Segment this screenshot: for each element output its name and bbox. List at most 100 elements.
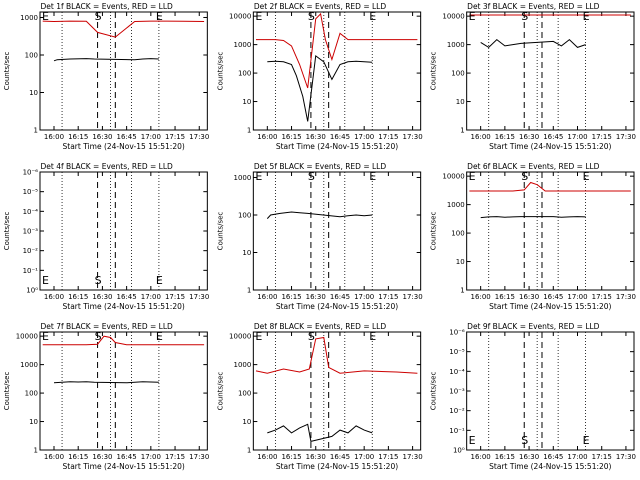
panel-8: Det 8f BLACK = Events, RED = LLD 16:00 16:… — [216, 322, 422, 471]
panel-title: Det 9f BLACK = Events, RED = LLD — [467, 322, 600, 331]
y-tick-label: 100 — [238, 211, 251, 219]
x-tick-label: 16:30 — [519, 293, 539, 301]
y-tick-label: 1 — [460, 127, 464, 135]
panel-title: Det 8f BLACK = Events, RED = LLD — [254, 322, 387, 331]
y-tick-label: 10 — [29, 418, 38, 426]
x-tick-label: 16:30 — [306, 453, 326, 461]
y-axis-label: Counts/sec — [216, 52, 224, 91]
y-tick-label: 10⁻⁶ — [23, 169, 39, 177]
y-tick-label: 1000 — [234, 174, 252, 182]
x-tick-label: 16:00 — [257, 453, 277, 461]
y-axis-label: Counts/sec — [430, 52, 438, 91]
panel-title: Det 4f BLACK = Events, RED = LLD — [41, 162, 174, 171]
x-tick-label: 17:15 — [592, 133, 612, 141]
x-tick-label: 16:30 — [92, 453, 112, 461]
x-tick-label: 17:00 — [567, 293, 587, 301]
red-series-line — [42, 335, 205, 346]
x-tick-label: 17:15 — [165, 293, 185, 301]
x-tick-label: 17:30 — [189, 293, 209, 301]
annotation-e: E — [369, 170, 376, 183]
x-tick-label: 16:15 — [68, 293, 88, 301]
x-tick-label: 16:45 — [330, 293, 350, 301]
y-tick-label: 10⁻⁵ — [449, 348, 465, 356]
y-tick-label: 100 — [451, 70, 464, 78]
x-tick-label: 17:15 — [378, 293, 398, 301]
x-tick-label: 16:30 — [306, 293, 326, 301]
annotation-s: S — [308, 170, 315, 183]
y-tick-label: 10 — [242, 98, 251, 106]
black-series-line — [480, 38, 586, 49]
y-tick-label: 1000 — [20, 14, 38, 22]
y-tick-label: 10⁻³ — [449, 388, 465, 396]
annotation-e: E — [156, 330, 163, 343]
x-tick-label: 16:30 — [519, 133, 539, 141]
y-tick-label: 10 — [456, 98, 465, 106]
panel-7: Det 7f BLACK = Events, RED = LLD 16:00 16:… — [3, 322, 209, 471]
panel-2: Det 2f BLACK = Events, RED = LLD 16:00 16:… — [216, 2, 422, 151]
x-tick-label: 16:30 — [92, 133, 112, 141]
x-tick-label: 17:30 — [616, 453, 636, 461]
red-series-line — [469, 181, 631, 192]
plot-frame — [466, 171, 635, 291]
panel-title: Det 5f BLACK = Events, RED = LLD — [254, 162, 387, 171]
x-tick-label: 16:00 — [44, 453, 64, 461]
y-axis-label: Counts/sec — [430, 212, 438, 251]
panel-9: Det 9f BLACK = Events, RED = LLD 16:00 16:… — [430, 322, 636, 471]
y-tick-label: 10⁻³ — [23, 228, 39, 236]
y-tick-label: 10 — [242, 418, 251, 426]
x-axis-label: Start Time (24-Nov-15 15:51:20) — [489, 462, 611, 471]
annotation-s: S — [95, 330, 102, 343]
annotation-e: E — [583, 434, 590, 447]
x-tick-label: 16:45 — [117, 133, 137, 141]
y-axis-label: Counts/sec — [216, 212, 224, 251]
annotation-e: E — [369, 10, 376, 23]
red-series-line — [255, 336, 418, 374]
x-tick-label: 17:30 — [616, 133, 636, 141]
red-series-line — [256, 12, 418, 89]
y-tick-label: 10⁻² — [449, 407, 465, 415]
annotation-e: E — [583, 170, 590, 183]
black-series-line — [53, 381, 159, 384]
annotation-s: S — [521, 434, 528, 447]
y-tick-label: 1 — [34, 447, 38, 455]
x-tick-label: 17:00 — [141, 293, 161, 301]
x-tick-label: 17:15 — [592, 293, 612, 301]
x-tick-label: 16:30 — [306, 133, 326, 141]
black-series-line — [267, 423, 373, 443]
panel-5: Det 5f BLACK = Events, RED = LLD 16:00 16:… — [216, 162, 422, 311]
x-tick-label: 17:00 — [141, 453, 161, 461]
y-tick-label: 1 — [247, 127, 251, 135]
y-tick-label: 10000 — [229, 333, 251, 341]
annotation-e: E — [255, 170, 262, 183]
annotation-e: E — [156, 274, 163, 287]
x-axis-label: Start Time (24-Nov-15 15:51:20) — [276, 142, 398, 151]
y-axis-label: Counts/sec — [3, 212, 11, 251]
y-tick-label: 100 — [238, 390, 251, 398]
y-tick-label: 1 — [247, 447, 251, 455]
y-tick-label: 10⁻⁵ — [23, 188, 39, 196]
x-tick-label: 17:00 — [354, 293, 374, 301]
x-tick-label: 16:45 — [117, 293, 137, 301]
panel-3: Det 3f BLACK = Events, RED = LLD 16:00 16:… — [430, 2, 636, 151]
black-series-line — [266, 211, 373, 219]
x-tick-label: 16:00 — [44, 133, 64, 141]
y-tick-label: 1 — [247, 287, 251, 295]
x-tick-label: 16:15 — [495, 133, 515, 141]
x-tick-label: 17:00 — [354, 453, 374, 461]
x-tick-label: 17:30 — [616, 293, 636, 301]
y-tick-label: 10⁰ — [26, 287, 38, 295]
annotation-e: E — [42, 274, 49, 287]
x-tick-label: 16:45 — [543, 293, 563, 301]
x-tick-label: 17:15 — [592, 453, 612, 461]
x-axis-label: Start Time (24-Nov-15 15:51:20) — [63, 302, 185, 311]
annotation-e: E — [469, 170, 476, 183]
x-tick-label: 17:30 — [403, 133, 423, 141]
y-tick-label: 1000 — [234, 41, 252, 49]
annotation-s: S — [521, 10, 528, 23]
annotation-e: E — [469, 10, 476, 23]
x-tick-label: 16:30 — [519, 453, 539, 461]
annotation-s: S — [95, 274, 102, 287]
y-axis-label: Counts/sec — [216, 372, 224, 411]
plot-frame — [466, 331, 635, 451]
x-tick-label: 17:30 — [189, 453, 209, 461]
